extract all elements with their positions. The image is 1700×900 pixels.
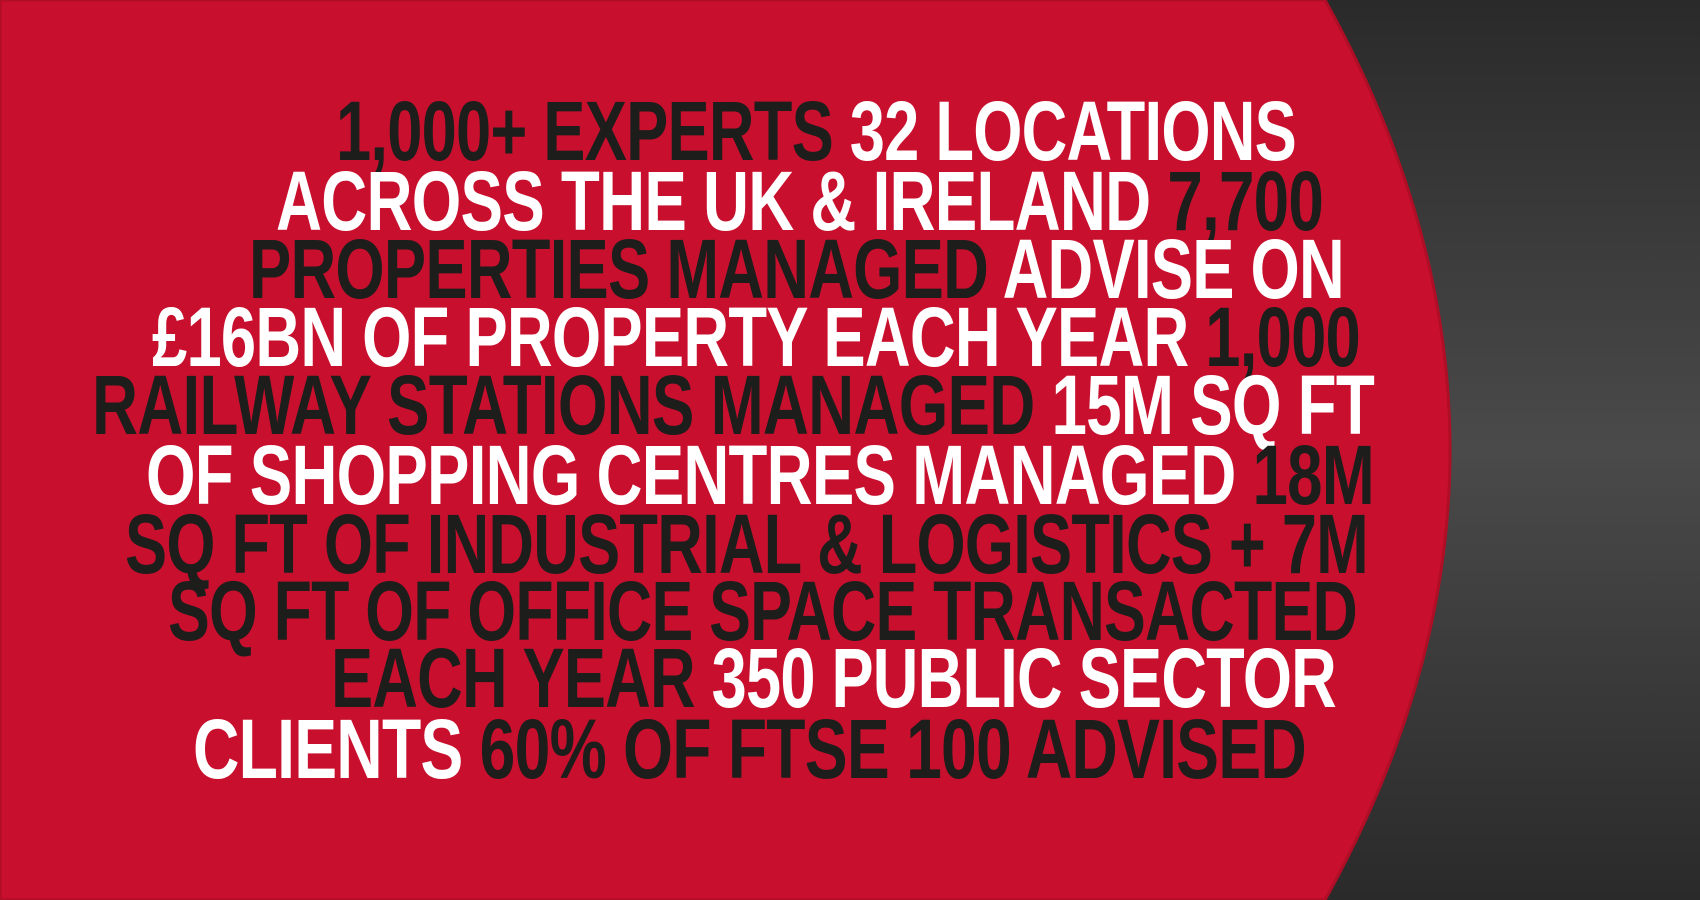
stat-segment-light: £16BN OF PROPERTY EACH YEAR <box>152 290 1206 384</box>
stat-segment-light: ACROSS THE UK & IRELAND <box>276 154 1168 248</box>
stat-segment-dark: 1,000+ EXPERTS <box>336 84 850 178</box>
stat-line: SQ FT OF INDUSTRIAL & LOGISTICS + 7M <box>125 502 1369 586</box>
stat-segment-light: ADVISE ON <box>1002 222 1345 316</box>
stat-segment-dark: 7,700 <box>1167 154 1323 248</box>
red-curved-panel <box>0 0 1452 900</box>
stat-segment-dark: PROPERTIES MANAGED <box>249 222 1003 316</box>
stat-segment-dark: 18M <box>1252 428 1374 522</box>
stat-segment-dark: RAILWAY STATIONS MANAGED <box>92 358 1052 452</box>
stat-line: EACH YEAR 350 PUBLIC SECTOR <box>331 636 1337 720</box>
stat-segment-light: OF SHOPPING CENTRES MANAGED <box>146 428 1253 522</box>
stat-segment-dark: SQ FT OF OFFICE SPACE TRANSACTED <box>168 564 1358 658</box>
stat-line: ACROSS THE UK & IRELAND 7,700 <box>276 159 1324 243</box>
stat-segment-light: 350 PUBLIC SECTOR <box>711 631 1337 725</box>
stat-segment-dark: SQ FT OF INDUSTRIAL & LOGISTICS + 7M <box>125 497 1369 591</box>
stat-line: OF SHOPPING CENTRES MANAGED 18M <box>146 433 1375 517</box>
stat-segment-light: 32 LOCATIONS <box>849 84 1297 178</box>
stat-line: RAILWAY STATIONS MANAGED 15M SQ FT <box>92 363 1375 447</box>
stat-line: 1,000+ EXPERTS 32 LOCATIONS <box>336 89 1297 173</box>
stat-line: PROPERTIES MANAGED ADVISE ON <box>249 227 1345 311</box>
stat-segment-dark: 1,000 <box>1205 290 1360 384</box>
stat-line: SQ FT OF OFFICE SPACE TRANSACTED <box>168 569 1358 653</box>
stat-line: CLIENTS 60% OF FTSE 100 ADVISED <box>193 707 1307 791</box>
stat-segment-dark: EACH YEAR <box>331 631 712 725</box>
stat-segment-dark: 60% OF FTSE 100 ADVISED <box>479 702 1307 796</box>
stat-segment-light: 15M SQ FT <box>1051 358 1374 452</box>
stat-line: £16BN OF PROPERTY EACH YEAR 1,000 <box>152 295 1361 379</box>
stat-segment-light: CLIENTS <box>193 702 480 796</box>
